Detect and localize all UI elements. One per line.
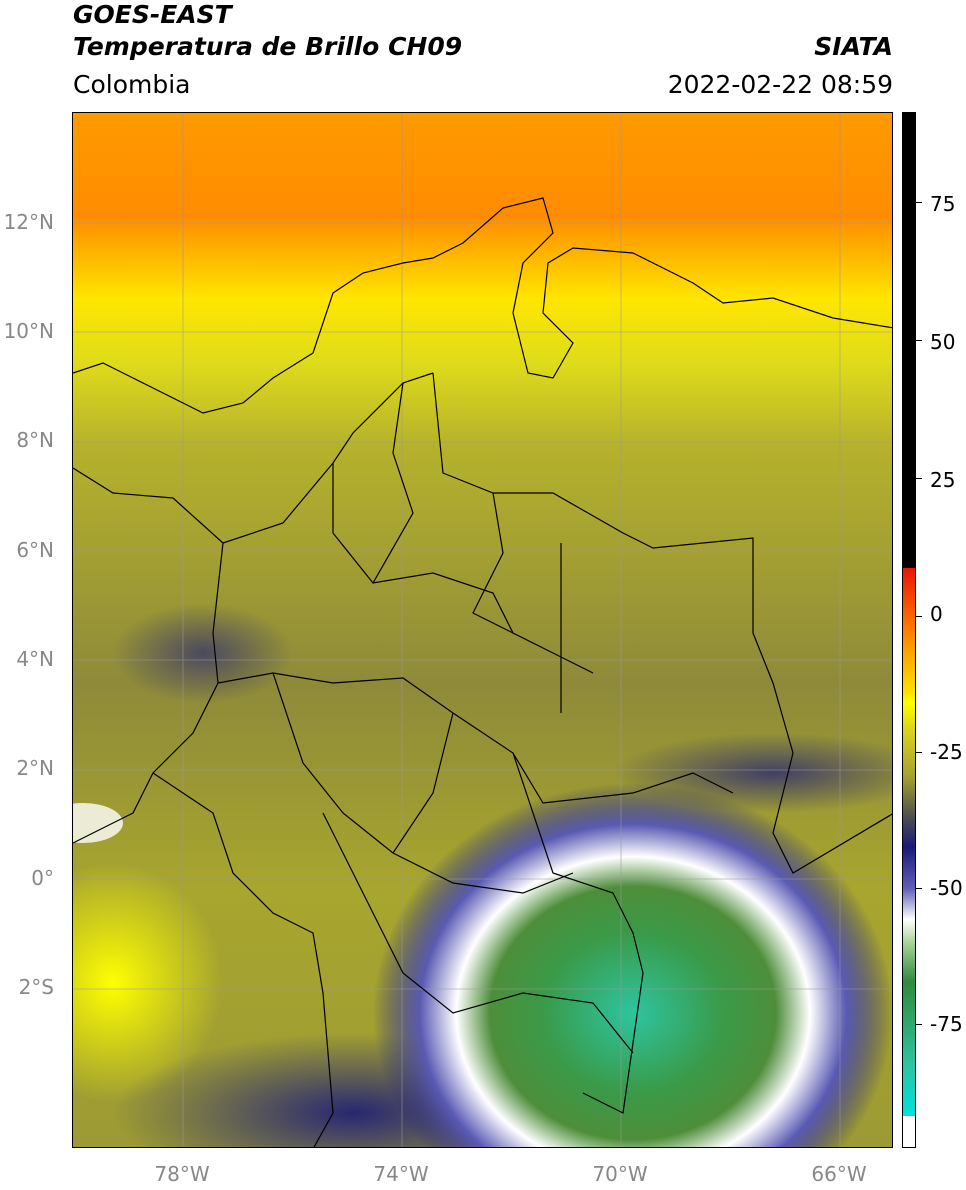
lon-label-70w: 70°W: [592, 1162, 648, 1186]
lat-label-12n: 12°N: [3, 210, 54, 234]
colorbar-label-50: 50: [930, 330, 956, 354]
colorbar-tick: [916, 1024, 922, 1025]
colorbar: [902, 112, 916, 1148]
colorbar-label-neg25: -25: [930, 740, 963, 764]
colorbar-tick: [916, 888, 922, 889]
lat-label-4n: 4°N: [16, 647, 54, 671]
colorbar-tick: [916, 478, 922, 479]
colorbar-label-neg75: -75: [930, 1012, 963, 1036]
title-satellite: GOES-EAST: [73, 0, 232, 29]
colorbar-tick: [916, 340, 922, 341]
colorbar-tick: [916, 752, 922, 753]
lon-label-78w: 78°W: [154, 1162, 210, 1186]
lon-label-74w: 74°W: [373, 1162, 429, 1186]
lat-label-0: 0°: [31, 866, 54, 890]
lat-label-10n: 10°N: [3, 319, 54, 343]
colorbar-tick: [916, 616, 922, 617]
lat-label-8n: 8°N: [16, 428, 54, 452]
region-label: Colombia: [73, 70, 191, 99]
colorbar-label-25: 25: [930, 468, 956, 492]
colorbar-label-neg50: -50: [930, 876, 963, 900]
datetime-label: 2022-02-22 08:59: [667, 70, 893, 99]
lat-label-2n: 2°N: [16, 756, 54, 780]
lat-label-6n: 6°N: [16, 538, 54, 562]
lon-label-66w: 66°W: [811, 1162, 867, 1186]
satellite-map: [72, 112, 893, 1148]
lat-label-2s: 2°S: [18, 975, 54, 999]
title-product: Temperatura de Brillo CH09: [73, 32, 463, 61]
agency-label: SIATA: [814, 32, 893, 61]
colorbar-label-0: 0: [930, 602, 943, 626]
colorbar-label-75: 75: [930, 192, 956, 216]
colorbar-tick: [916, 202, 922, 203]
